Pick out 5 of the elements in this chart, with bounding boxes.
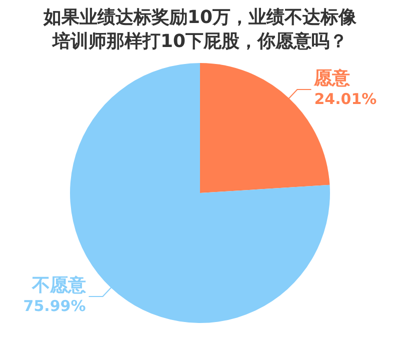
slice-label: 不愿意: [30, 275, 87, 296]
slice-label: 愿意: [313, 68, 352, 90]
data-label: 24.01%: [314, 90, 377, 108]
chart-title: 如果业绩达标奖励10万，业绩不达标像培训师那样打10下屁股，你愿意吗？: [42, 6, 358, 54]
data-label: 75.99%: [23, 296, 86, 315]
